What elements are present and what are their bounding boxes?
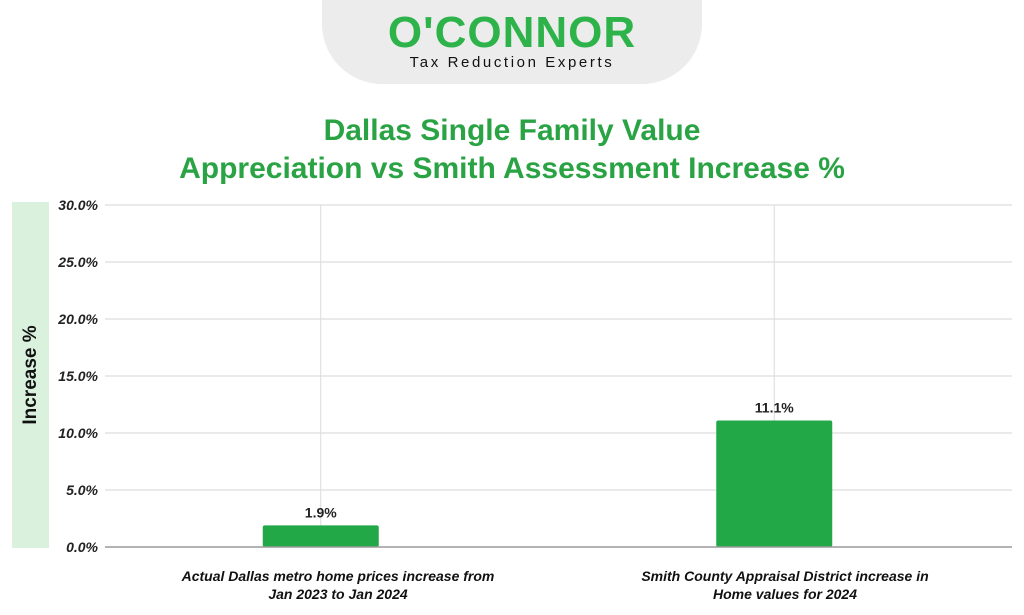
chart-title: Dallas Single Family Value Appreciation … (0, 112, 1024, 188)
brand-logo: O'CONNOR (387, 8, 637, 57)
bar-value-label-1: 1.9% (305, 504, 337, 520)
y-axis-band (12, 202, 49, 548)
y-tick-label-2: 10.0% (58, 425, 98, 441)
bar-value-label-2: 11.1% (755, 399, 794, 415)
category-label-1: Actual Dallas metro home prices increase… (181, 568, 495, 602)
y-tick-label-5: 25.0% (57, 254, 98, 270)
y-tick-label-1: 5.0% (66, 482, 98, 498)
y-tick-label-4: 20.0% (57, 311, 98, 327)
y-tick-label-0: 0.0% (66, 539, 98, 555)
chart-title-line-1: Dallas Single Family Value (323, 114, 701, 147)
bar-2 (716, 420, 833, 547)
y-tick-label-3: 15.0% (58, 368, 98, 384)
bar-1 (262, 525, 379, 547)
category-label-2: Smith County Appraisal District increase… (641, 568, 929, 602)
brand-tagline: Tax Reduction Experts (409, 54, 615, 71)
y-tick-label-6: 30.0% (58, 197, 98, 213)
chart-title-line-2: Appreciation vs Smith Assessment Increas… (179, 152, 845, 185)
logo-tab (322, 0, 702, 84)
